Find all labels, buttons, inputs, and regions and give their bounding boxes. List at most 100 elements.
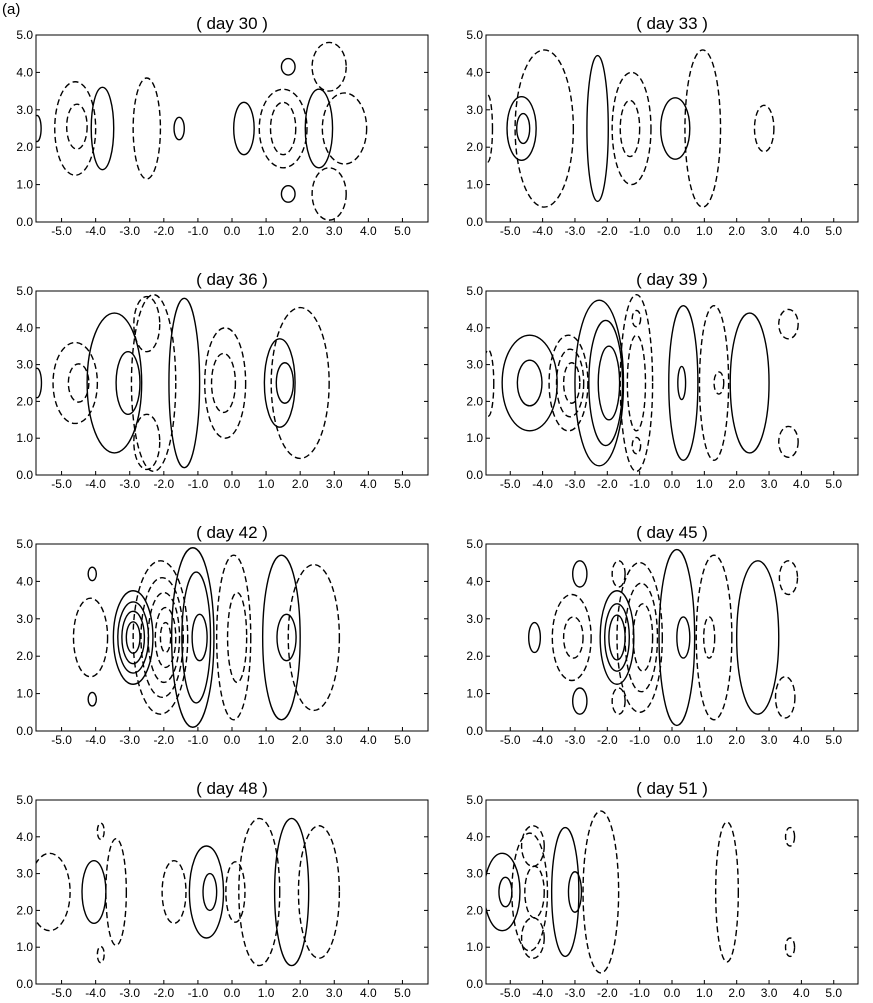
y-tick-label: 1.0: [466, 431, 483, 445]
x-tick-label: -3.0: [119, 986, 140, 1000]
y-tick-label: 1.0: [466, 178, 483, 192]
y-tick-label: 3.0: [16, 612, 33, 626]
y-tick-label: 5.0: [466, 284, 483, 298]
y-tick-label: 5.0: [16, 537, 33, 551]
positive-contour: [586, 54, 609, 203]
x-tick-label: -2.0: [597, 733, 618, 747]
x-tick-label: -2.0: [597, 224, 618, 238]
panel-day-51: ( day 51 ) -5.0 -4.0 -3.0 -2.0 -1.0 0.0 1.0 2.0 3…: [466, 779, 859, 1000]
positive-contour: [597, 345, 621, 421]
negative-contour: [619, 99, 641, 158]
y-tick-label: 4.0: [16, 321, 33, 335]
positive-contour: [588, 319, 624, 447]
x-tick-label: 5.0: [825, 986, 842, 1000]
x-tick-label: 1.0: [258, 733, 275, 747]
negative-contour: [713, 371, 725, 395]
positive-contour: [273, 817, 310, 967]
x-tick-label: -2.0: [153, 477, 174, 491]
x-tick-label: 5.0: [394, 986, 411, 1000]
x-tick-label: 1.0: [696, 733, 713, 747]
y-tick-label: 0.0: [466, 468, 483, 482]
y-tick-label: 5.0: [466, 28, 483, 42]
positive-contour: [658, 548, 696, 727]
positive-contour: [550, 826, 580, 958]
positive-contour: [181, 571, 212, 704]
y-tick-label: 4.0: [466, 321, 483, 335]
y-tick-label: 2.0: [466, 903, 483, 917]
x-tick-label: 1.0: [258, 477, 275, 491]
y-tick-label: 1.0: [16, 178, 33, 192]
negative-contour: [626, 334, 647, 432]
x-tick-label: -1.0: [188, 477, 209, 491]
x-tick-label: -4.0: [85, 224, 106, 238]
x-tick-label: 3.0: [761, 224, 778, 238]
negative-contour: [684, 49, 722, 208]
x-tick-label: 2.0: [728, 224, 745, 238]
negative-contour: [130, 293, 177, 473]
x-tick-label: -5.0: [51, 477, 72, 491]
negative-contour: [486, 94, 494, 163]
x-tick-label: 5.0: [825, 733, 842, 747]
negative-contour: [632, 603, 654, 672]
positive-contour: [191, 613, 208, 662]
positive-contour: [202, 872, 218, 912]
x-tick-label: -1.0: [188, 733, 209, 747]
panel-title: ( day 39 ): [636, 270, 708, 289]
negative-contour: [631, 309, 642, 328]
positive-contour: [676, 616, 691, 659]
y-tick-label: 5.0: [16, 793, 33, 807]
y-tick-label: 4.0: [16, 65, 33, 79]
negative-contour: [67, 363, 90, 403]
negative-contour: [311, 167, 347, 221]
positive-contour: [170, 547, 215, 728]
y-tick-label: 1.0: [16, 431, 33, 445]
positive-contour: [729, 312, 770, 454]
positive-contour: [173, 116, 185, 141]
y-tick-label: 3.0: [466, 612, 483, 626]
negative-contour: [778, 308, 799, 340]
x-tick-label: -5.0: [500, 477, 521, 491]
negative-contour: [714, 821, 740, 963]
y-tick-label: 5.0: [16, 284, 33, 298]
panel-day-42: ( day 42 ) -5.0 -4.0 -3.0 -2.0 -1.0 0.0 1.0 2.0 3…: [16, 523, 429, 747]
negative-contour: [486, 349, 495, 417]
negative-contour: [698, 305, 730, 461]
y-tick-label: 1.0: [16, 687, 33, 701]
x-tick-label: -3.0: [119, 733, 140, 747]
panel-title: ( day 45 ): [636, 523, 708, 542]
x-tick-label: -2.0: [597, 986, 618, 1000]
positive-contour: [567, 871, 583, 913]
x-tick-label: 5.0: [394, 733, 411, 747]
negative-contour: [611, 560, 626, 588]
x-tick-label: -5.0: [51, 733, 72, 747]
x-tick-label: 0.0: [664, 224, 681, 238]
negative-contour: [774, 676, 796, 719]
x-tick-label: -5.0: [500, 224, 521, 238]
plot-frame: [485, 34, 859, 223]
positive-contour: [261, 554, 301, 721]
negative-contour: [133, 295, 161, 353]
negative-contour: [703, 616, 716, 659]
positive-contour: [276, 613, 297, 662]
negative-contour: [555, 348, 585, 418]
negative-contour: [784, 826, 796, 847]
plot-frame: [35, 799, 429, 985]
x-tick-label: -5.0: [51, 986, 72, 1000]
x-tick-label: -3.0: [565, 733, 586, 747]
x-tick-label: 4.0: [793, 477, 810, 491]
x-tick-label: 5.0: [825, 224, 842, 238]
negative-contour: [225, 861, 246, 923]
contour-group: [36, 817, 341, 967]
x-tick-label: -2.0: [597, 477, 618, 491]
positive-contour: [486, 852, 521, 932]
negative-contour: [204, 327, 247, 439]
negative-contour: [238, 817, 281, 967]
negative-contour: [96, 822, 105, 841]
positive-contour: [516, 112, 531, 145]
panel-day-33: ( day 33 ) -5.0 -4.0 -3.0 -2.0 -1.0 0.0 1.0 2.0 3…: [466, 14, 859, 238]
x-tick-label: -4.0: [85, 733, 106, 747]
positive-contour: [112, 590, 154, 685]
negative-contour: [784, 937, 796, 958]
x-tick-label: 1.0: [696, 986, 713, 1000]
negative-contour: [520, 825, 545, 867]
